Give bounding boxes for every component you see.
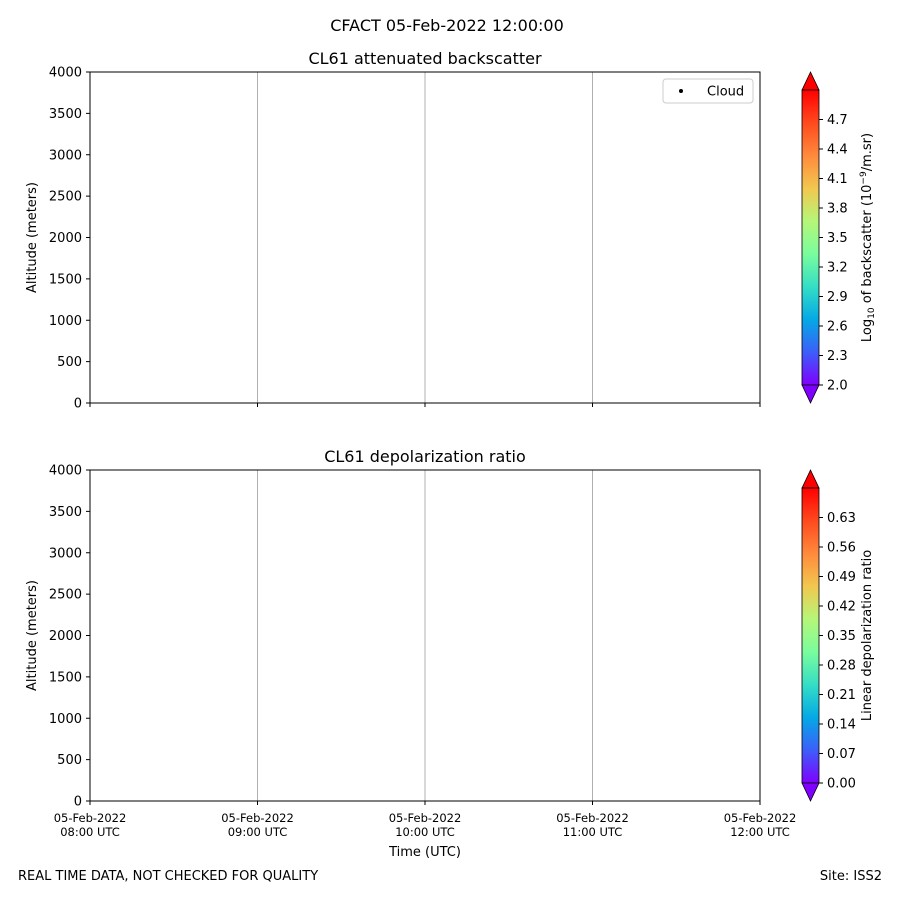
colorbar-tick-label: 0.49: [827, 570, 856, 585]
y-tick-label: 500: [57, 753, 82, 768]
colorbar-tick-label: 0.28: [827, 659, 856, 674]
site-label: Site: ISS2: [819, 869, 882, 884]
colorbar-label: Log10 of backscatter (10−9/m.sr): [859, 133, 877, 342]
y-tick-label: 2500: [49, 190, 82, 205]
quality-disclaimer: REAL TIME DATA, NOT CHECKED FOR QUALITY: [18, 869, 319, 884]
panel-title: CL61 attenuated backscatter: [308, 49, 542, 68]
x-tick-time: 09:00 UTC: [228, 825, 288, 839]
colorbar-gradient: [801, 487, 820, 784]
colorbar-tick-label: 2.0: [827, 379, 848, 394]
y-tick-label: 4000: [49, 464, 82, 479]
x-tick-date: 05-Feb-2022: [221, 811, 294, 825]
colorbar-tick-label: 0.00: [827, 777, 856, 792]
figure-suptitle: CFACT 05-Feb-2022 12:00:00: [330, 16, 564, 35]
x-tick-time: 11:00 UTC: [563, 825, 623, 839]
colorbar-tick-label: 0.21: [827, 688, 856, 703]
colorbar-extend-max: [801, 469, 820, 489]
y-tick-label: 3000: [49, 148, 82, 163]
y-tick-label: 2000: [49, 629, 82, 644]
colorbar-tick-label: 0.35: [827, 629, 856, 644]
legend-label-cloud: Cloud: [707, 85, 744, 100]
y-tick-label: 4000: [49, 66, 82, 81]
colorbar-tick-label: 0.14: [827, 718, 856, 733]
colorbar-gradient: [801, 89, 820, 386]
colorbar-extend-min: [801, 782, 820, 802]
x-tick-date: 05-Feb-2022: [724, 811, 797, 825]
legend-box: [662, 78, 754, 104]
colorbar-label: Linear depolarization ratio: [860, 550, 875, 721]
colorbar-tick-label: 0.42: [827, 600, 856, 615]
y-tick-label: 1000: [49, 712, 82, 727]
y-tick-label: 0: [74, 795, 82, 810]
colorbar-tick-label: 3.5: [827, 231, 848, 246]
y-tick-label: 500: [57, 355, 82, 370]
legend-marker-cloud: [679, 89, 683, 93]
x-tick-date: 05-Feb-2022: [54, 811, 127, 825]
colorbar-tick-label: 4.1: [827, 172, 848, 187]
colorbar-tick-label: 2.3: [827, 349, 848, 364]
panel-title: CL61 depolarization ratio: [324, 447, 526, 466]
x-tick-time: 08:00 UTC: [60, 825, 120, 839]
y-tick-label: 3500: [49, 107, 82, 122]
colorbar-tick-label: 3.8: [827, 202, 848, 217]
y-tick-label: 1000: [49, 314, 82, 329]
y-tick-label: 2500: [49, 588, 82, 603]
colorbar-tick-label: 0.07: [827, 747, 856, 762]
colorbar-tick-label: 0.63: [827, 511, 856, 526]
y-tick-label: 1500: [49, 272, 82, 287]
colorbar-extend-min: [801, 384, 820, 404]
x-tick-time: 12:00 UTC: [730, 825, 790, 839]
colorbar-tick-label: 2.6: [827, 320, 848, 335]
x-tick-date: 05-Feb-2022: [389, 811, 462, 825]
colorbar-tick-label: 4.4: [827, 143, 848, 158]
colorbar-extend-max: [801, 71, 820, 91]
colorbar-tick-label: 0.56: [827, 541, 856, 556]
x-tick-date: 05-Feb-2022: [556, 811, 629, 825]
y-tick-label: 2000: [49, 231, 82, 246]
y-tick-label: 3500: [49, 505, 82, 520]
x-tick-time: 10:00 UTC: [395, 825, 455, 839]
colorbar-tick-label: 2.9: [827, 290, 848, 305]
y-axis-label: Altitude (meters): [25, 580, 40, 691]
colorbar-tick-label: 4.7: [827, 113, 848, 128]
y-axis-label: Altitude (meters): [25, 182, 40, 293]
y-tick-label: 3000: [49, 546, 82, 561]
y-tick-label: 1500: [49, 670, 82, 685]
x-axis-label: Time (UTC): [388, 845, 461, 860]
colorbar-tick-label: 3.2: [827, 261, 848, 276]
y-tick-label: 0: [74, 397, 82, 412]
